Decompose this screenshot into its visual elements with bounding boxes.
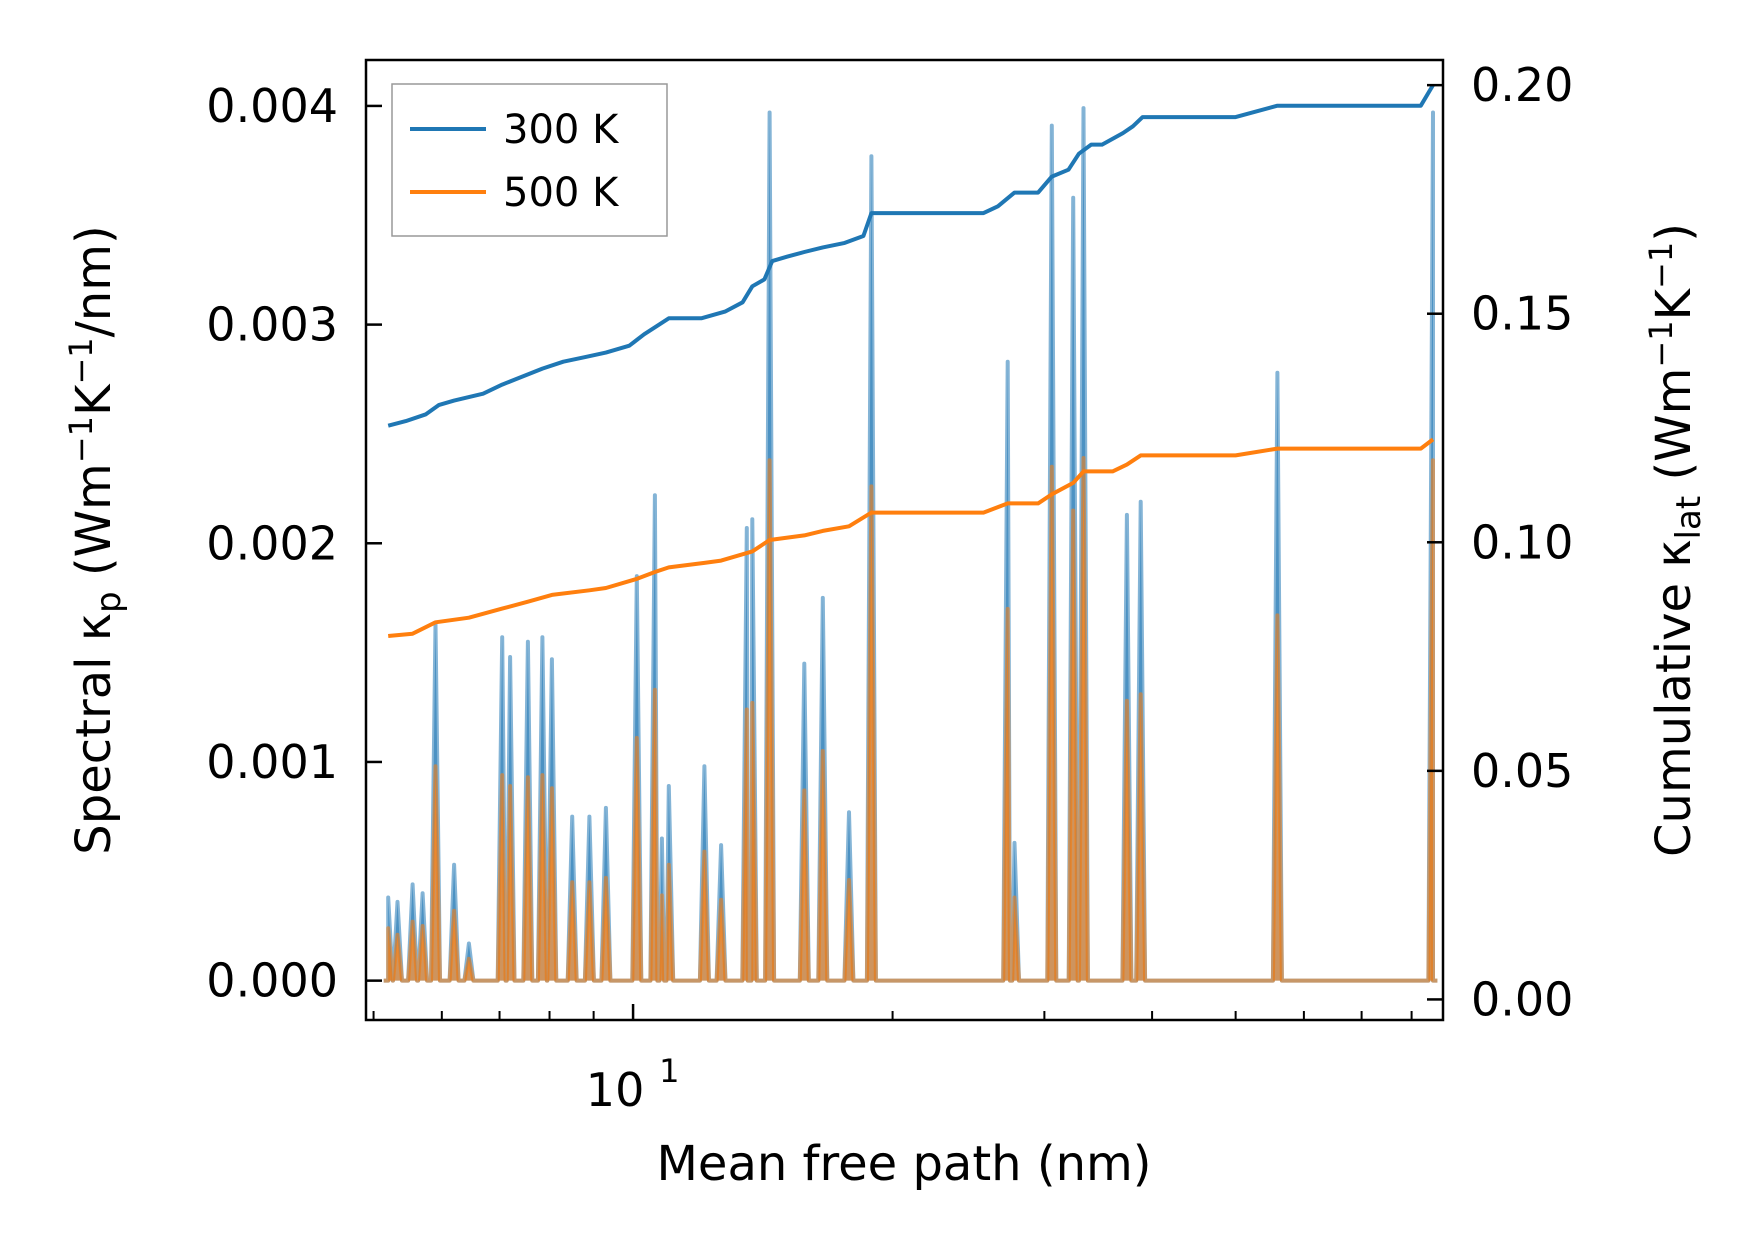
x-tick-label: 10	[586, 1063, 645, 1117]
spectral-line-500k	[383, 456, 1438, 983]
cumulative-series-group	[387, 84, 1435, 638]
y-right-tick-label: 0.15	[1471, 287, 1573, 341]
legend-label-500k: 500 K	[503, 170, 620, 216]
y-right-tick-label: 0.20	[1471, 58, 1573, 112]
cumulative-line-300k	[387, 84, 1435, 428]
y-left-tick-label: 0.000	[206, 954, 338, 1008]
legend: 300 K 500 K	[391, 83, 668, 237]
x-tick-label-exponent: 1	[659, 1052, 679, 1090]
y-right-tick-label: 0.10	[1471, 515, 1573, 569]
legend-box	[391, 83, 668, 237]
y-left-tick-label: 0.004	[206, 79, 338, 133]
y-right-tick-label: 0.05	[1471, 744, 1573, 798]
y-left-tick-label: 0.002	[206, 516, 338, 570]
spectral-series-group	[383, 106, 1438, 983]
tick-label-group: 0.000 0.001 0.002 0.003 0.004 0.00 0.05 0.10 0.1…	[206, 58, 1573, 1117]
plot-frame	[364, 58, 1445, 1022]
tick-group	[366, 83, 1443, 1020]
cumulative-line-500k	[388, 437, 1435, 638]
y-left-tick-label: 0.003	[206, 298, 338, 352]
x-axis-label: Mean free path (nm)	[657, 1136, 1152, 1192]
y-left-tick-label: 0.001	[206, 735, 338, 789]
legend-label-300k: 300 K	[503, 107, 620, 153]
y-right-tick-label: 0.00	[1471, 972, 1573, 1026]
y-axis-right-label: Cumulative κlat (Wm−1K−1)	[1642, 223, 1709, 857]
y-axis-left-label: Spectral κp (Wm−1K−1/nm)	[62, 225, 129, 854]
